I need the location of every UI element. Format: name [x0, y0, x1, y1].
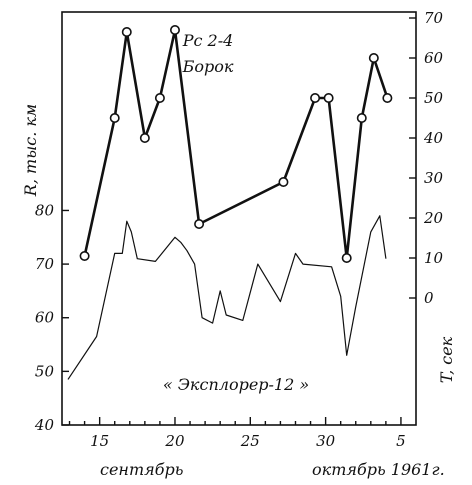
right-tick-label: 30 [424, 169, 444, 187]
data-point-marker [323, 93, 334, 104]
left-tick-label: 80 [35, 201, 55, 219]
x-caption-left: сентябрь [100, 460, 183, 479]
data-point-marker [169, 24, 180, 35]
data-point-marker [310, 93, 321, 104]
series-line-period [83, 28, 389, 260]
right-axis: 0 10 20 30 40 50 60 70 [409, 9, 444, 307]
right-tick-label: 60 [424, 49, 444, 67]
data-point-marker [194, 219, 205, 230]
y-right-axis-label: T, сек [437, 336, 456, 383]
data-point-marker [139, 133, 150, 144]
plot-frame [61, 11, 417, 426]
x-tick-label: 25 [240, 432, 260, 450]
data-point-marker [154, 93, 165, 104]
right-tick-label: 20 [423, 209, 444, 227]
x-axis: 15 20 25 30 5 [68, 417, 406, 450]
series-annotation: « Эксплорер-12 » [163, 375, 309, 394]
left-tick-label: 60 [35, 309, 55, 327]
data-point-marker [382, 93, 393, 104]
left-tick-label: 70 [35, 255, 55, 273]
chart-title-line-2: Борок [182, 57, 234, 76]
data-point-marker [341, 253, 352, 264]
right-tick-label: 50 [424, 89, 444, 107]
data-point-marker [368, 52, 379, 63]
data-point-marker [278, 177, 289, 188]
left-tick-label: 40 [34, 416, 55, 434]
right-tick-label: 0 [424, 289, 434, 307]
y-left-axis-label: R, тыс. км [21, 104, 40, 197]
data-point-marker [121, 26, 132, 37]
data-point-marker [109, 113, 120, 124]
right-tick-label: 70 [424, 9, 444, 27]
series-line-distance [67, 215, 387, 380]
data-point-marker [79, 251, 90, 262]
left-tick-label: 50 [35, 362, 55, 380]
x-tick-label: 15 [90, 432, 109, 450]
series-layer [67, 24, 393, 380]
chart-title-line-1: Рс 2-4 [182, 31, 234, 50]
left-axis: 40 50 60 70 80 [34, 201, 69, 434]
x-tick-label: 20 [164, 432, 185, 450]
x-tick-label: 5 [396, 432, 406, 450]
x-tick-label: 30 [316, 432, 336, 450]
data-point-marker [356, 113, 367, 124]
right-tick-label: 40 [423, 129, 444, 147]
right-tick-label: 10 [424, 249, 444, 267]
x-caption-right: октябрь 1961г. [312, 460, 445, 479]
